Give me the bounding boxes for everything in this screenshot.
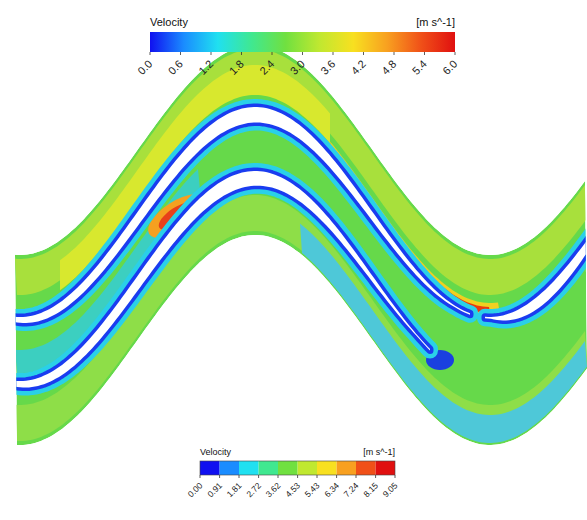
colorbar-tick (200, 475, 201, 478)
colorbar-tick-label: 0.00 (186, 480, 205, 499)
blade-wake (485, 168, 587, 321)
colorbar-tick-label: 6.34 (322, 480, 341, 499)
colorbar-tick-label: 4.2 (349, 58, 368, 77)
colorbar-tick-label: 1.81 (225, 480, 244, 499)
colorbar-tick-label: 8.15 (361, 480, 380, 499)
blade (0, 107, 470, 323)
colorbar-tick (424, 52, 425, 55)
blade-wake (0, 107, 470, 323)
colorbar-frame (200, 461, 395, 475)
colorbar-tick (219, 475, 220, 478)
colorbar-tick (333, 52, 334, 55)
colorbar-tick (297, 475, 298, 478)
colorbar-tick (180, 52, 181, 55)
colorbar-bar (150, 32, 455, 52)
colorbar-band (317, 461, 337, 475)
colorbar-tick-label: 1.8 (227, 58, 246, 77)
colorbar-band (376, 461, 395, 475)
colorbar-band (259, 461, 278, 475)
colorbar-tick-label: 2.72 (244, 480, 263, 499)
colorbar-band (337, 461, 356, 475)
field-base (15, 45, 587, 445)
colorbar-tick (211, 52, 212, 55)
colorbar-tick (241, 52, 242, 55)
colorbar-tick (356, 475, 357, 478)
colorbar-tick-label: 3.6 (318, 58, 337, 77)
colorbar-title: Velocity (150, 16, 188, 28)
colorbar-tick (317, 475, 318, 478)
colorbar-tick-label: 5.43 (303, 480, 322, 499)
colorbar-tick (336, 475, 337, 478)
colorbar-tick-label: 6.0 (440, 58, 459, 77)
colorbar-tick (258, 475, 259, 478)
colorbar-tick-label: 0.91 (205, 480, 224, 499)
colorbar-tick-label: 0.6 (166, 58, 185, 77)
colorbar-title: Velocity (200, 447, 232, 457)
colorbar: Velocity [m s^-1] 0.000.911.812.723.624.53… (186, 447, 400, 499)
colorbar-tick (395, 475, 396, 478)
colorbar-tick (239, 475, 240, 478)
colorbar-band (298, 461, 317, 475)
colorbar-tick-label: 9.05 (381, 480, 400, 499)
colorbar-band (356, 461, 376, 475)
colorbar-tick-label: 1.2 (196, 58, 215, 77)
colorbar-tick-label: 0.0 (135, 58, 154, 77)
colorbar-band (278, 461, 298, 475)
blade-boundary-layer (0, 107, 470, 323)
colorbar-tick-label: 7.24 (342, 480, 361, 499)
colorbar-tick-label: 3.0 (288, 58, 307, 77)
blade-wake (0, 171, 430, 388)
colorbar-tick-label: 2.4 (257, 58, 276, 77)
colorbar-tick (302, 52, 303, 55)
colorbar-tick-label: 3.62 (264, 480, 283, 499)
colorbar-tick (272, 52, 273, 55)
colorbar-tick-label: 4.8 (379, 58, 398, 77)
colorbar-band (220, 461, 239, 475)
colorbar-tick (394, 52, 395, 55)
colorbar-band (200, 461, 220, 475)
blade (0, 171, 430, 388)
colorbar-tick (375, 475, 376, 478)
velocity-field (0, 45, 587, 445)
colorbar: Velocity [m s^-1] 0.0 0.6 1.2 1.8 2.4 3.0 3.6 4.2… (135, 16, 459, 77)
colorbar-tick (150, 52, 151, 55)
colorbar-tick (278, 475, 279, 478)
figure: Velocity [m s^-1] 0.0 0.6 1.2 1.8 2.4 3.0 3.6 4.2… (0, 0, 587, 520)
colorbar-band (239, 461, 259, 475)
blade-boundary-layer (0, 171, 430, 388)
colorbar-tick (455, 52, 456, 55)
colorbar-tick (363, 52, 364, 55)
colorbar-tick-label: 4.53 (283, 480, 302, 499)
colorbar-unit: [m s^-1] (363, 447, 395, 457)
blade-boundary-layer (485, 168, 587, 321)
blade (485, 168, 587, 321)
colorbar-unit: [m s^-1] (416, 16, 455, 28)
colorbar-tick-label: 5.4 (410, 58, 429, 77)
